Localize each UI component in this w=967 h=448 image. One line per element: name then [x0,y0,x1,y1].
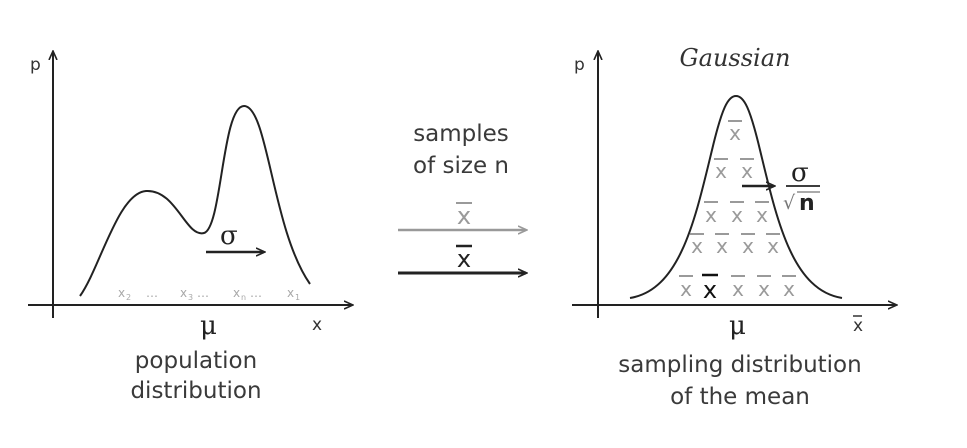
left-x-axis-label: x [312,315,322,335]
left-mu-label: μ [200,311,217,341]
xbar-glyph: x [703,276,717,304]
population-curve [79,104,311,297]
right-y-axis-label: p [574,55,585,75]
xbar-glyph: x [731,203,743,227]
xbar-item-highlighted: x [702,273,718,304]
xbar-glyph: x [732,277,744,301]
sampling-distribution-panel: Gaussian p x x x x x x x x x x x x x x [572,44,896,410]
left-y-axis-label: p [30,55,41,75]
xbar-glyph: x [715,159,727,183]
population-panel: p x σ x 2 … x 3 … x n … x 1 μ population… [28,52,352,404]
xbar-item: x [731,275,745,301]
right-mu-label: μ [729,311,746,341]
black-xbar-label: x [457,245,471,273]
xbar-item: x [679,275,693,301]
xbar-item: x [755,201,769,227]
xbar-glyph: x [741,159,753,183]
xbar-item: x [741,233,755,258]
xbar-glyph: x [729,121,741,145]
xbar-item: x [782,275,796,301]
xbar-item: x [690,233,704,258]
sqrt-symbol: √ [783,192,796,214]
middle-caption-line2: of size n [413,153,509,179]
sample-mark: x [233,286,240,300]
gray-xbar-label: x [457,202,471,230]
sample-mark: x [287,286,294,300]
right-title: Gaussian [679,44,790,72]
right-sigma-label: σ [791,158,809,188]
xbar-glyph: x [742,234,754,258]
sample-mark: x [180,286,187,300]
xbar-glyph: x [716,234,728,258]
right-caption-line1: sampling distribution [618,352,861,378]
gaussian-curve [629,94,843,299]
xbar-glyph: x [756,203,768,227]
population-sample-marks: x 2 … x 3 … x n … x 1 [118,286,300,302]
xbar-item: x [728,120,742,145]
right-caption-line2: of the mean [670,384,810,410]
middle-caption-line1: samples [413,121,509,147]
xbar-item: x [704,201,718,227]
xbar-item: x [715,233,729,258]
left-caption-line2: distribution [130,378,261,404]
xbar-glyph: x [758,277,770,301]
sample-mark-ellipsis: … [197,286,209,300]
sample-mark-ellipsis: … [146,286,158,300]
xbar-item: x [740,158,754,183]
sample-mark-sub: 1 [295,293,300,302]
xbar-stack: x x x x x x x x x x x x x x x [679,120,796,304]
sample-mark-sub: n [241,293,246,302]
xbar-item: x [766,233,780,258]
sample-mark-ellipsis: … [250,286,262,300]
left-caption-line1: population [135,348,257,374]
xbar-glyph: x [680,277,692,301]
xbar-glyph: x [691,234,703,258]
xbar-item: x [730,201,744,227]
right-x-axis-label: x [853,316,863,336]
xbar-item: x [757,275,771,301]
xbar-glyph: x [705,203,717,227]
sample-mark-sub: 3 [188,293,193,302]
sample-mark-sub: 2 [126,293,131,302]
xbar-glyph: x [767,234,779,258]
xbar-item: x [714,158,728,183]
sqrt-n-label: n [799,191,815,216]
left-sigma-label: σ [220,221,238,251]
sample-mark: x [118,286,125,300]
xbar-glyph: x [783,277,795,301]
sampling-arrows: samples of size n x x [398,121,526,273]
